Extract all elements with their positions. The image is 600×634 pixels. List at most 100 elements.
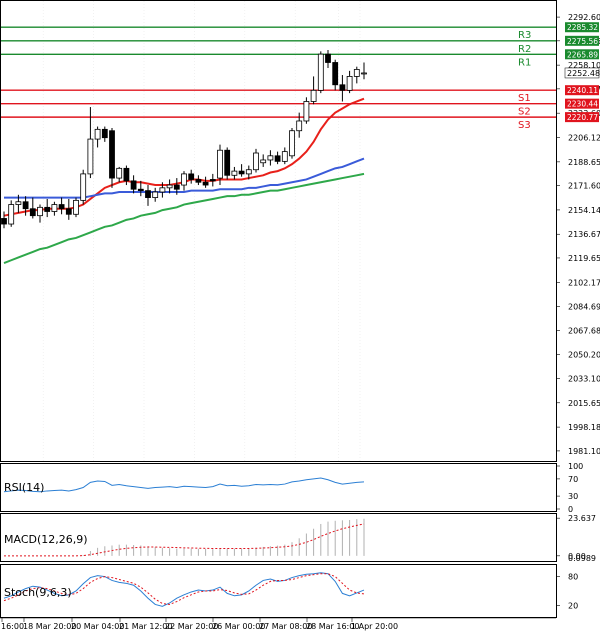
candle-body <box>109 130 115 179</box>
last-price-marker: 2252.48 <box>564 67 600 79</box>
price-tick-label: 2102.17 <box>568 278 600 287</box>
candle-body <box>15 201 22 205</box>
time-tick-label: 20 Mar 04:00 <box>71 622 124 631</box>
rsi-tick-label: 100 <box>568 462 583 471</box>
candle-body <box>202 181 209 186</box>
rsi-pane-frame <box>0 463 557 512</box>
candle-body <box>29 208 36 217</box>
stoch-tick-label: 80 <box>568 573 578 582</box>
candle-body <box>231 170 238 176</box>
candle-body <box>289 130 295 157</box>
candle-body <box>181 173 187 186</box>
candle-body <box>310 89 317 102</box>
rsi-tick-label: 0 <box>568 505 573 514</box>
price-tick-label: 2084.69 <box>568 303 600 312</box>
candle-body <box>65 208 72 215</box>
price-tick-label: 2154.14 <box>568 206 600 215</box>
price-tick-label: 2171.60 <box>568 182 600 191</box>
candle-body <box>296 120 303 132</box>
candle-body <box>317 53 324 91</box>
price-tick-label: 2258.10 <box>568 61 600 70</box>
candle-body <box>152 191 159 198</box>
rsi-pane: 100 70 30 0 RSI(14) <box>0 462 583 514</box>
price-tick-label: 2292.60 <box>568 13 600 22</box>
candle-body <box>325 53 331 63</box>
level-price-box <box>565 22 599 33</box>
level-name-r2: R2 <box>518 44 531 55</box>
candle-body <box>8 204 15 225</box>
stoch-pane-frame <box>0 564 557 618</box>
candle-body <box>173 184 180 190</box>
candlesticks <box>1 49 367 229</box>
time-tick-label: 21 Mar 12:00 <box>119 622 172 631</box>
price-tick-label: 2067.68 <box>568 326 600 335</box>
level-price-box <box>565 49 599 60</box>
macd-pane: 23.637 0.00 MACD(12,26,9) 0.0989 <box>0 513 596 563</box>
price-tick-label: 2206.12 <box>568 134 600 143</box>
candle-body <box>51 204 58 212</box>
last-price-label: 2252.48 <box>567 69 600 78</box>
rsi-series-line <box>3 477 365 493</box>
candle-body <box>274 155 281 162</box>
macd-signal-label: 0.0989 <box>568 554 596 563</box>
candle-body <box>339 84 346 91</box>
rsi-line <box>3 477 365 493</box>
candle-body <box>58 204 65 210</box>
candle-body <box>346 76 353 91</box>
candle-body <box>116 167 123 179</box>
candle-body <box>73 199 79 215</box>
candle-body <box>332 62 339 86</box>
level-price-label: 2275.56 <box>567 37 598 46</box>
price-tick-label: 2015.65 <box>568 399 600 408</box>
candle-body <box>1 218 7 225</box>
candle-body <box>80 173 87 201</box>
price-tick-label: 2119.65 <box>568 254 600 263</box>
level-price-label: 2240.11 <box>567 86 598 95</box>
price-tick-label: 2050.20 <box>568 351 600 360</box>
candle-body <box>123 167 130 182</box>
candle-body <box>303 101 310 122</box>
candle-body <box>195 179 202 183</box>
candle-body <box>87 138 94 175</box>
time-tick-label: 18 Mar 20:00 <box>23 622 76 631</box>
price-tick-label: 2136.67 <box>568 230 600 239</box>
level-price-box <box>565 98 599 109</box>
level-name-r3: R3 <box>518 30 531 41</box>
level-price-label: 2265.89 <box>567 50 598 59</box>
candle-body <box>281 151 288 162</box>
level-price-boxes: 2285.32 2275.56 2265.89 2240.11 2230.44 2220.… <box>565 22 599 123</box>
macd-axis: 23.637 0.00 <box>556 514 596 561</box>
stoch-pane: 80 20 Stoch(9,6,3) <box>0 564 578 618</box>
level-price-box <box>565 85 599 96</box>
candle-body <box>130 180 137 190</box>
candle-body <box>44 206 51 212</box>
candle-body <box>159 187 166 193</box>
candle-body <box>101 128 108 139</box>
time-tick-label: 1 Apr 20:00 <box>351 622 398 631</box>
candle-body <box>361 72 367 75</box>
price-tick-label: 2033.10 <box>568 374 600 383</box>
level-price-box <box>565 112 599 123</box>
candle-body <box>224 149 231 176</box>
macd-tick-label: 0.00 <box>568 552 586 561</box>
time-tick-label: 28 Mar 16:00 <box>306 622 359 631</box>
time-tick-label: 16:00 <box>1 622 24 631</box>
macd-pane-frame <box>0 513 557 562</box>
moving-average-3 <box>3 172 365 264</box>
stoch-k-line <box>3 572 365 607</box>
price-tick-label: 1998.18 <box>568 423 600 432</box>
candle-body <box>22 201 29 210</box>
price-tick-label: 2188.65 <box>568 158 600 167</box>
macd-histogram <box>4 518 365 557</box>
candle-body <box>94 128 101 140</box>
stoch-axis: 80 20 <box>556 573 578 610</box>
level-price-box <box>565 35 599 46</box>
candle-body <box>238 170 245 175</box>
level-price-label: 2230.44 <box>567 100 598 109</box>
price-tick-label: 1981.10 <box>568 447 600 456</box>
stoch-d-line <box>3 573 365 605</box>
candle-body <box>267 155 274 161</box>
